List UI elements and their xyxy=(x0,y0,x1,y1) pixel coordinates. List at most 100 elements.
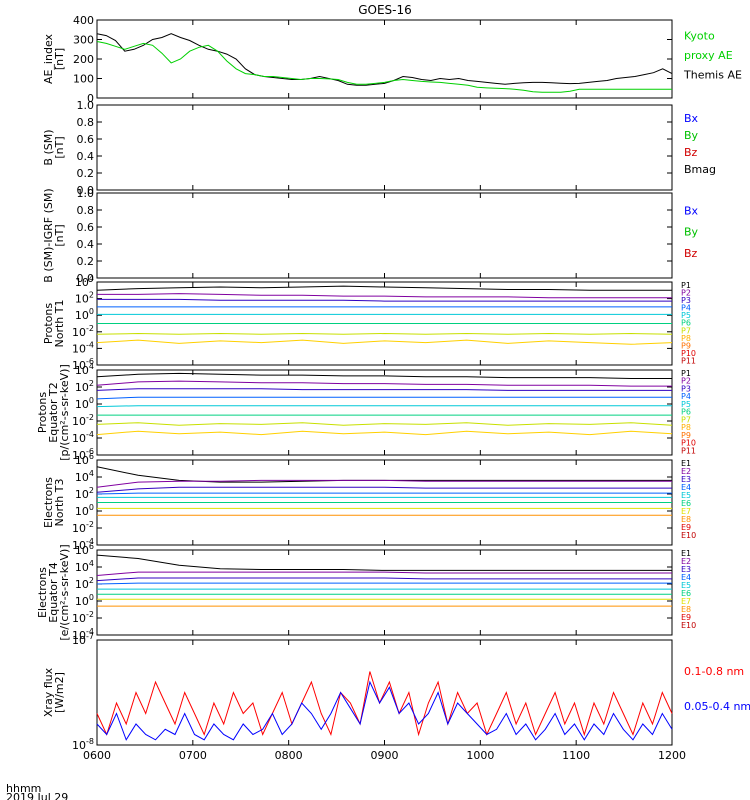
y-axis-label: Protons xyxy=(36,392,49,433)
panel-frame xyxy=(96,19,673,99)
legend-entry: P4 xyxy=(681,304,691,313)
y-axis-label: Protons xyxy=(42,303,55,344)
y-tick-exponent: -4 xyxy=(86,537,94,546)
y-tick-label: 104 xyxy=(75,274,94,289)
y-axis-label: B (SM)-IGRF (SM) xyxy=(42,188,55,282)
y-tick-exponent: 6 xyxy=(89,452,94,461)
y-tick-label: 102 xyxy=(75,379,94,394)
legend-entry: 0.1-0.8 nm xyxy=(684,665,744,678)
y-axis-label: Equator T2 xyxy=(47,382,60,442)
y-tick-label: 106 xyxy=(75,542,94,557)
legend-entry: P2 xyxy=(681,377,691,386)
y-tick-label: 0.4 xyxy=(77,150,95,163)
y-tick-label: 10-2 xyxy=(72,520,94,535)
legend-entry: P5 xyxy=(681,400,691,409)
legend-entry: E3 xyxy=(681,565,691,574)
y-axis-label: Electrons xyxy=(42,477,55,528)
y-tick-label: 100 xyxy=(73,73,94,86)
y-tick-label: 0.6 xyxy=(77,133,95,146)
y-tick-label: 10-2 xyxy=(72,610,94,625)
series-kyoto-proxy-ae xyxy=(96,41,672,93)
x-tick-label: 0900 xyxy=(371,749,399,762)
series-0-1-0-8-nm xyxy=(96,671,673,737)
y-tick-label: 104 xyxy=(75,559,94,574)
y-tick-label: 200 xyxy=(73,53,94,66)
series-p3 xyxy=(96,388,672,391)
legend-entry: P7 xyxy=(681,415,691,424)
y-tick-exponent: -2 xyxy=(86,610,94,619)
legend-entry: Kyoto xyxy=(684,30,715,43)
series-p8 xyxy=(96,339,673,345)
y-tick-label: 106 xyxy=(75,452,94,467)
x-tick-label: 0600 xyxy=(83,749,111,762)
y-axis-label: [W/m2] xyxy=(53,672,66,713)
y-axis-label: B (SM) xyxy=(42,129,55,165)
footer-time-label: hhmm xyxy=(6,782,41,795)
y-tick-exponent: 0 xyxy=(89,593,94,602)
legend-entry: 0.05-0.4 nm xyxy=(684,700,750,713)
y-axis-label: AE_index xyxy=(42,33,55,84)
y-tick-label: 104 xyxy=(75,362,94,377)
series-themis-ae xyxy=(96,33,673,86)
legend-entry: Bx xyxy=(684,204,699,217)
panel-bigrf: 0.0 0.2 0.4 0.6 0.8 1.0 B (SM)-IGRF (SM)[nT] Bx… xyxy=(42,187,699,285)
series-e2 xyxy=(96,479,672,488)
legend-entry: P8 xyxy=(681,334,691,343)
series-e2 xyxy=(96,571,672,576)
legend-entry: By xyxy=(684,226,699,239)
legend-entry: P11 xyxy=(681,356,696,365)
y-tick-exponent: 4 xyxy=(89,469,94,478)
legend-entry: P3 xyxy=(681,296,691,305)
series-p7 xyxy=(96,332,673,335)
y-tick-exponent: 2 xyxy=(89,576,94,585)
legend-entry: E6 xyxy=(681,499,691,508)
y-tick-label: 0.6 xyxy=(77,221,95,234)
legend-entry: E6 xyxy=(681,589,691,598)
series-p7 xyxy=(96,422,673,426)
y-tick-label: 0.8 xyxy=(77,116,95,129)
y-tick-label: 100 xyxy=(75,307,94,322)
y-tick-exponent: 2 xyxy=(89,379,94,388)
y-axis-label: [nT] xyxy=(53,48,66,70)
y-axis-label: Equator T4 xyxy=(47,562,60,622)
x-tick-label: 0800 xyxy=(275,749,303,762)
y-tick-label: 0.0 xyxy=(77,184,95,197)
y-tick-exponent: -4 xyxy=(86,627,94,636)
x-tick-label: 1200 xyxy=(658,749,686,762)
legend-entry: E8 xyxy=(681,605,691,614)
legend-entry: proxy AE xyxy=(684,49,733,62)
legend-entry: P1 xyxy=(681,281,691,290)
series-0-05-0-4-nm xyxy=(96,680,673,741)
legend-entry: Bz xyxy=(684,146,698,159)
legend-entry: P3 xyxy=(681,384,691,393)
y-tick-label: 100 xyxy=(75,503,94,518)
y-tick-label: 10-7 xyxy=(72,632,94,647)
y-tick-exponent: 2 xyxy=(89,291,94,300)
y-tick-exponent: 6 xyxy=(89,542,94,551)
panel-frame xyxy=(96,549,673,636)
panel-frame xyxy=(96,192,673,279)
legend-entry: E4 xyxy=(681,483,691,492)
y-tick-exponent: 4 xyxy=(89,559,94,568)
y-axis-label: [e/(cm²-s-sr-keV)] xyxy=(58,544,71,640)
y-tick-label: 100 xyxy=(75,396,94,411)
y-tick-exponent: -4 xyxy=(86,430,94,439)
y-tick-label: 10-2 xyxy=(72,324,94,339)
legend-entry: P10 xyxy=(681,439,696,448)
legend-entry: E5 xyxy=(681,491,691,500)
y-tick-label: 0.4 xyxy=(77,238,95,251)
legend-entry: E2 xyxy=(681,557,691,566)
y-tick-label: 1.0 xyxy=(77,99,95,112)
legend-entry: P10 xyxy=(681,349,696,358)
y-tick-exponent: 4 xyxy=(89,362,94,371)
y-tick-label: 0 xyxy=(87,92,94,105)
y-tick-label: 100 xyxy=(75,593,94,608)
y-tick-label: 102 xyxy=(75,291,94,306)
y-axis-label: North T1 xyxy=(53,300,66,348)
legend-entry: P5 xyxy=(681,311,691,320)
